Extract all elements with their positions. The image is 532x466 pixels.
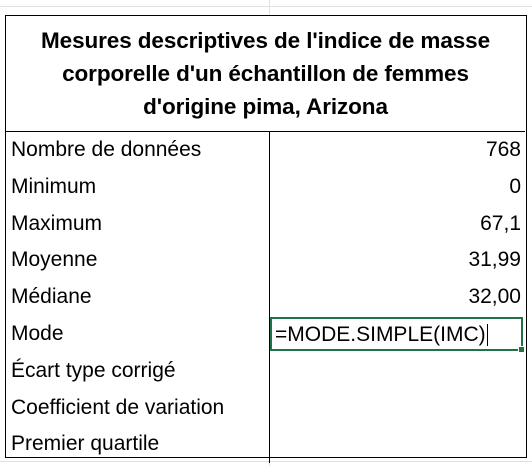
table-row: Coefficient de variation [6, 389, 525, 427]
formula-text: =MODE.SIMPLE(IMC) [275, 322, 486, 346]
table-row: Écart type corrigé [6, 352, 525, 390]
table-row: Maximum 67,1 [6, 205, 525, 243]
table-row: Minimum 0 [6, 168, 525, 206]
label-cell-coefficient[interactable]: Coefficient de variation [6, 389, 270, 427]
value-cell-minimum[interactable]: 0 [509, 174, 521, 198]
active-cell-mode[interactable]: =MODE.SIMPLE(IMC) [270, 316, 525, 353]
label-cell-maximum[interactable]: Maximum [6, 205, 270, 243]
value-cell-moyenne[interactable]: 31,99 [468, 248, 521, 272]
table-row: Médiane 32,00 [6, 279, 525, 316]
value-cell-nombre[interactable]: 768 [485, 138, 521, 161]
label-cell-mode[interactable]: Mode [6, 315, 270, 353]
label-cell-minimum[interactable]: Minimum [6, 168, 270, 206]
label-cell-moyenne[interactable]: Moyenne [6, 242, 270, 280]
value-cell-mediane[interactable]: 32,00 [468, 285, 521, 309]
table-row: Premier quartile [6, 426, 525, 464]
label-cell-mediane[interactable]: Médiane [6, 279, 270, 316]
table-row: Nombre de données 768 [6, 132, 525, 169]
value-cell-ecart-type[interactable] [270, 353, 525, 390]
fill-handle[interactable] [518, 345, 525, 353]
spreadsheet-table: Mesures descriptives de l'indice de mass… [5, 15, 527, 464]
gridline [0, 6, 532, 7]
label-cell-nombre[interactable]: Nombre de données [6, 132, 270, 169]
text-cursor [486, 324, 488, 347]
table-title: Mesures descriptives de l'indice de mass… [41, 28, 490, 119]
value-cell-maximum[interactable]: 67,1 [480, 211, 521, 235]
label-cell-ecart-type[interactable]: Écart type corrigé [6, 352, 270, 390]
gridline [0, 461, 532, 462]
value-cell-coefficient[interactable] [270, 390, 525, 427]
table-rows: Nombre de données 768 Minimum 0 Maximum … [6, 132, 525, 464]
table-row: Moyenne 31,99 [6, 242, 525, 280]
value-cell-premier-quartile[interactable] [270, 426, 525, 463]
label-cell-premier-quartile[interactable]: Premier quartile [6, 426, 270, 464]
title-cell[interactable]: Mesures descriptives de l'indice de mass… [6, 16, 525, 132]
table-row: Mode =MODE.SIMPLE(IMC) [6, 315, 525, 353]
